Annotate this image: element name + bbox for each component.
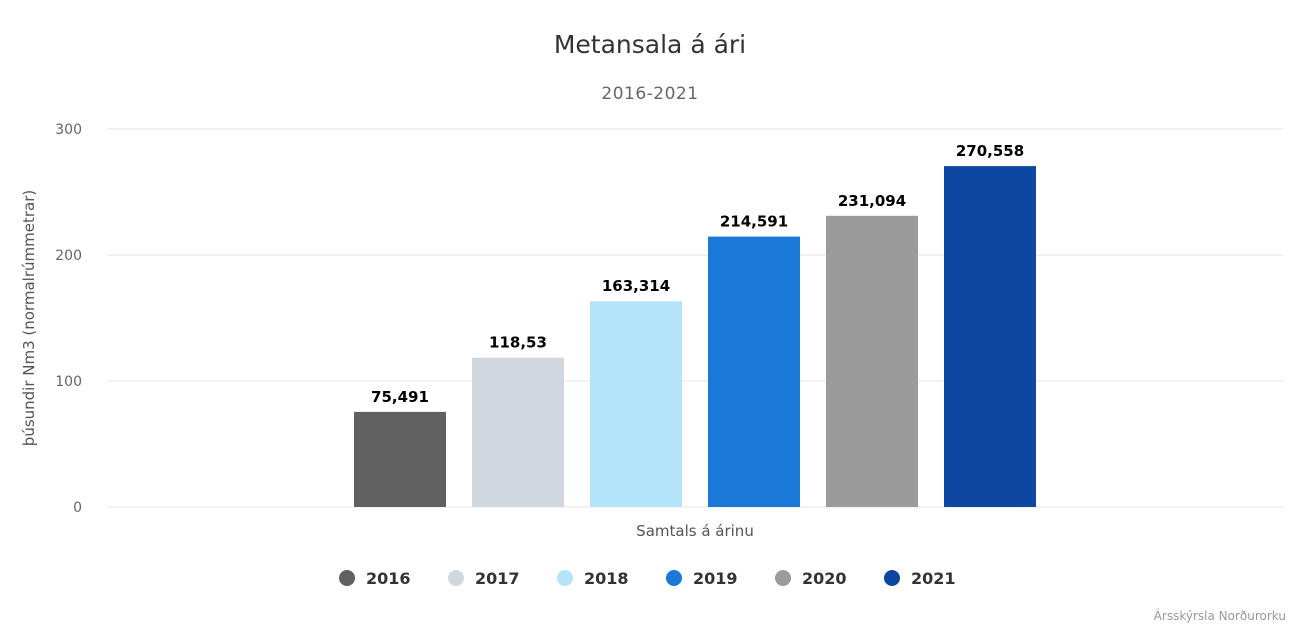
bar-2021[interactable] [944, 166, 1036, 507]
bar-2016[interactable] [354, 411, 446, 507]
legend-marker [557, 570, 573, 586]
data-label-2020: 231,094 [838, 192, 906, 210]
grid-lines [108, 128, 1283, 508]
legend-label: 2018 [584, 569, 629, 588]
chart-subtitle: 2016-2021 [601, 84, 699, 104]
y-tick-label: 100 [55, 374, 82, 390]
legend-item-2021[interactable]: 2021 [884, 569, 956, 588]
legend-item-2019[interactable]: 2019 [666, 569, 738, 588]
credit-text[interactable]: Ársskýrsla Norðurorku [1153, 609, 1286, 623]
bar-2019[interactable] [708, 236, 800, 507]
bar-2017[interactable] [472, 357, 564, 507]
legend-marker [339, 570, 355, 586]
y-tick-label: 300 [55, 122, 82, 138]
legend-marker [666, 570, 682, 586]
data-label-2017: 118,53 [489, 334, 547, 352]
chart-title: Metansala á ári [553, 30, 747, 59]
legend-label: 2019 [693, 569, 738, 588]
legend-marker [884, 570, 900, 586]
bar-2020[interactable] [826, 215, 918, 507]
data-labels: 75,491 118,53 163,314 214,591 231,094 270,558 [371, 142, 1024, 406]
bars [354, 166, 1036, 507]
y-tick-label: 200 [55, 248, 82, 264]
legend-label: 2020 [802, 569, 847, 588]
legend-marker [448, 570, 464, 586]
y-axis-ticks: 0 100 200 300 [55, 122, 82, 516]
data-label-2016: 75,491 [371, 388, 429, 406]
data-label-2021: 270,558 [956, 142, 1024, 160]
legend-item-2020[interactable]: 2020 [775, 569, 847, 588]
legend-item-2016[interactable]: 2016 [339, 569, 411, 588]
data-label-2018: 163,314 [602, 277, 670, 295]
legend-marker [775, 570, 791, 586]
y-axis-label: þúsundir Nm3 (normalrúmmetrar) [20, 190, 38, 446]
legend-label: 2017 [475, 569, 520, 588]
legend-item-2018[interactable]: 2018 [557, 569, 629, 588]
legend-label: 2021 [911, 569, 956, 588]
legend-label: 2016 [366, 569, 411, 588]
bar-2018[interactable] [590, 301, 682, 507]
legend: 2016 2017 2018 2019 2020 2021 [339, 569, 956, 588]
x-axis-label: Samtals á árinu [636, 522, 754, 540]
legend-item-2017[interactable]: 2017 [448, 569, 520, 588]
y-tick-label: 0 [73, 500, 82, 516]
data-label-2019: 214,591 [720, 213, 788, 231]
